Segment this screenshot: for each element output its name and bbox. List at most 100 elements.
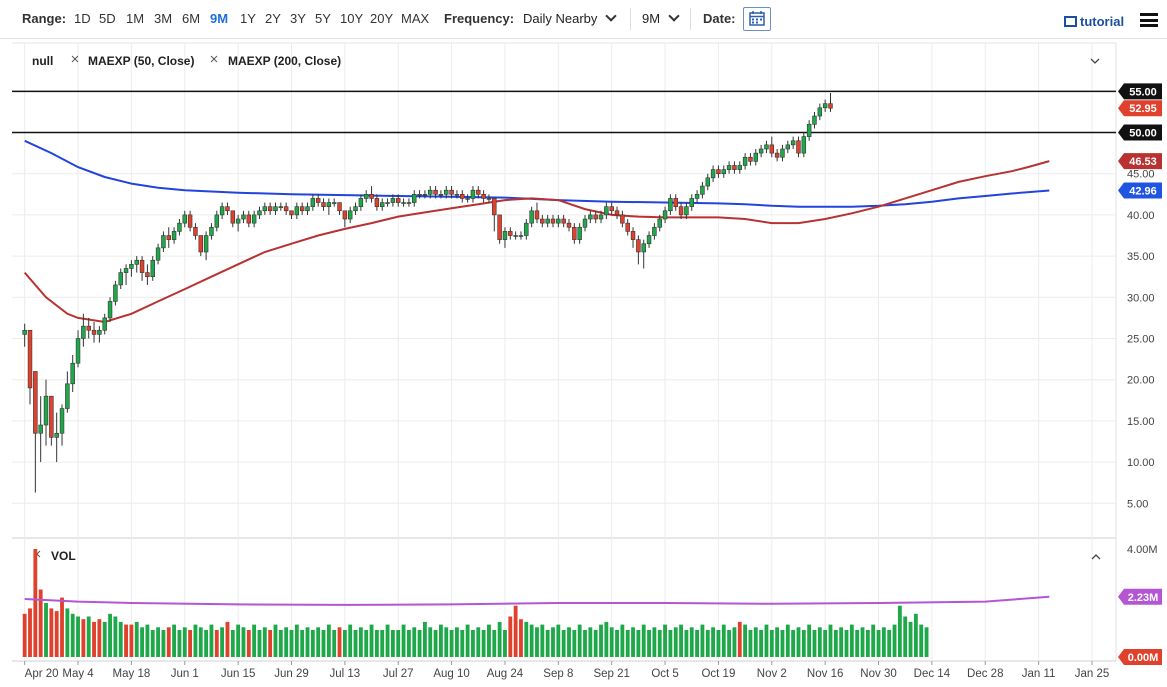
candle-body — [732, 165, 737, 170]
range-button-1m[interactable]: 1M — [126, 11, 145, 26]
range-button-3y[interactable]: 3Y — [290, 11, 306, 26]
x-tick-label: Nov 2 — [757, 668, 787, 680]
candle — [267, 202, 273, 215]
range-button-max[interactable]: MAX — [401, 11, 430, 26]
candle — [385, 198, 390, 207]
volume-bar — [903, 616, 908, 657]
candle — [198, 235, 203, 257]
volume-label: VOL — [51, 549, 76, 563]
candle-body — [198, 235, 203, 253]
range-button-5y[interactable]: 5Y — [315, 11, 331, 26]
candle-body — [598, 214, 604, 220]
candle-body — [822, 103, 828, 109]
candle-body — [588, 214, 593, 220]
volume-tick-label: 4.00M — [1127, 544, 1158, 556]
candle-body — [721, 169, 726, 175]
tutorial-link[interactable]: tutorial — [1064, 14, 1124, 29]
range-button-1y[interactable]: 1Y — [240, 11, 256, 26]
candle-body — [758, 148, 764, 154]
candle — [577, 223, 582, 244]
candle-body — [299, 206, 305, 212]
volume-bar — [487, 624, 491, 657]
candle-body — [385, 202, 390, 204]
period-select[interactable]: 9M — [642, 10, 680, 26]
volume-bar — [209, 624, 214, 657]
volume-bar — [801, 630, 806, 657]
frequency-select[interactable]: Daily Nearby — [523, 10, 618, 26]
candle — [209, 223, 214, 240]
candle-body — [134, 259, 139, 265]
candle — [22, 323, 27, 347]
candle — [310, 194, 316, 211]
candle — [294, 202, 300, 220]
range-button-10y[interactable]: 10Y — [340, 11, 364, 26]
volume-badge-bg — [1118, 588, 1162, 605]
candle — [374, 194, 380, 211]
candle — [790, 136, 796, 149]
candle-body — [460, 194, 465, 199]
volume-bar — [721, 624, 726, 657]
candle — [134, 256, 139, 273]
candle — [150, 256, 155, 281]
volume-bar — [118, 621, 123, 657]
candle-body — [193, 226, 198, 236]
candle — [625, 219, 630, 236]
candle — [780, 144, 785, 162]
volume-bar — [465, 624, 470, 657]
film-icon — [1064, 16, 1077, 27]
volume-bar — [625, 630, 630, 657]
volume-bar — [294, 624, 299, 657]
chart[interactable]: null MAEXP (50, Close) MAEXP (200, Close… — [0, 38, 1167, 687]
range-button-5d[interactable]: 5D — [99, 11, 116, 26]
volume-bar — [102, 621, 107, 657]
candle-body — [145, 272, 150, 278]
candle-body — [22, 329, 27, 335]
candle — [502, 227, 508, 248]
volume-bar — [753, 627, 758, 657]
range-button-2y[interactable]: 2Y — [265, 11, 281, 26]
candle-body — [513, 235, 518, 237]
candle-body — [257, 210, 262, 216]
candle-body — [502, 231, 508, 240]
legend-study-ma200: MAEXP (200, Close) — [228, 54, 341, 68]
volume-bar — [177, 630, 182, 657]
candle-body — [481, 194, 486, 199]
candles — [22, 92, 833, 493]
candle — [753, 148, 759, 166]
volume-bar — [689, 627, 694, 657]
range-button-6m[interactable]: 6M — [182, 11, 201, 26]
volume-bar — [390, 630, 395, 657]
volume-bar — [764, 624, 769, 657]
candle — [801, 132, 807, 158]
candle-body — [620, 214, 625, 224]
candle — [566, 219, 572, 232]
expand-chevron-up-icon[interactable] — [1091, 554, 1101, 560]
hamburger-menu-icon[interactable] — [1140, 13, 1158, 27]
candle-body — [278, 206, 284, 208]
candle — [283, 202, 289, 215]
volume-bar — [913, 613, 918, 657]
candle — [363, 190, 369, 203]
candle — [379, 198, 385, 211]
candle — [822, 99, 828, 112]
range-button-1d[interactable]: 1D — [74, 11, 91, 26]
candle — [422, 190, 428, 199]
close-icon[interactable] — [71, 55, 79, 63]
collapse-chevron-down-icon[interactable] — [1090, 58, 1100, 64]
close-icon[interactable] — [210, 55, 218, 63]
range-button-9m[interactable]: 9M — [210, 11, 229, 26]
volume-bar — [727, 630, 732, 657]
price-badge-text: 42.96 — [1129, 186, 1157, 198]
legend-study-ma50: MAEXP (50, Close) — [88, 54, 194, 68]
candle-body — [550, 218, 556, 224]
volume-bar — [561, 630, 566, 657]
date-picker-button[interactable] — [743, 7, 771, 31]
candle-body — [310, 198, 316, 207]
candle — [353, 202, 358, 215]
volume-bar — [241, 627, 246, 657]
range-button-20y[interactable]: 20Y — [370, 11, 394, 26]
range-button-3m[interactable]: 3M — [154, 11, 173, 26]
candle-body — [753, 152, 759, 162]
candle — [113, 280, 118, 306]
volume-bar — [236, 624, 241, 657]
